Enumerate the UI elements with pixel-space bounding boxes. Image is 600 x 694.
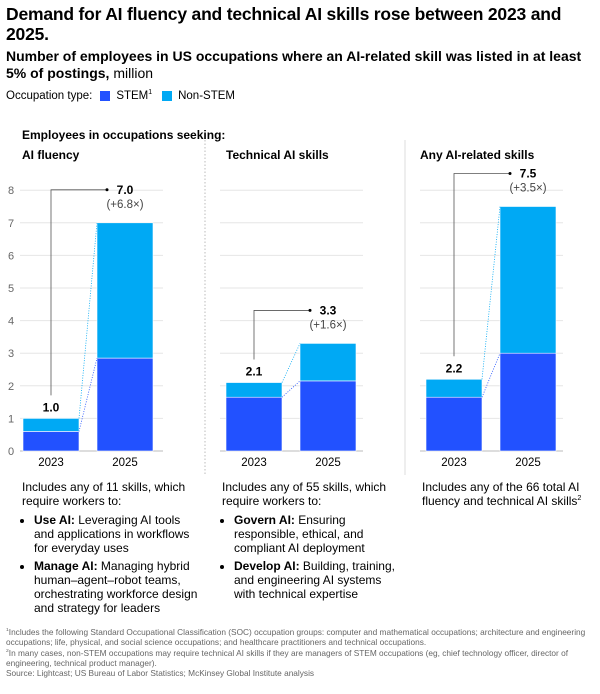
desc-item-text: Building, training, and engineering AI s… xyxy=(234,559,395,601)
footnote-1: 1Includes the following Standard Occupat… xyxy=(6,627,594,648)
desc-sup: 2 xyxy=(577,493,582,502)
footnote-sup: 2 xyxy=(6,647,9,654)
bar-stem-2023 xyxy=(425,396,483,452)
desc-intro: Includes any of 11 skills, which require… xyxy=(22,480,186,508)
y-tick-label: 6 xyxy=(8,250,14,262)
chart-subtitle: Number of employees in US occupations wh… xyxy=(6,48,594,82)
chart-svg: 0 1 2 3 4 5 6 7 8 2023 2025 1.0 7.0 (+6.8×) 2023 2025 2.… xyxy=(8,140,563,475)
bar-non-stem-2025 xyxy=(499,206,557,354)
bar-stem-2025 xyxy=(96,357,154,452)
y-tick-label: 0 xyxy=(8,446,14,458)
seeking-label: Employees in occupations seeking: xyxy=(22,128,226,142)
panel-title-any: Any AI-related skills xyxy=(420,148,535,162)
total-label-2025: 3.3 xyxy=(320,303,337,317)
x-tick-label: 2025 xyxy=(315,457,341,469)
y-tick-label: 1 xyxy=(8,413,14,425)
connector-line xyxy=(281,380,301,398)
footnote-text: In many cases, non-STEM occupations may … xyxy=(6,647,568,668)
desc-item-bold: Use AI: xyxy=(34,513,75,527)
legend-label: Occupation type: xyxy=(6,90,93,102)
connector-line xyxy=(78,222,98,419)
x-tick-label: 2023 xyxy=(38,457,64,469)
bar-non-stem-2025 xyxy=(96,222,154,359)
y-tick-label: 3 xyxy=(8,348,14,360)
desc-item: Manage AI: Managing hybrid human–agent–r… xyxy=(34,559,200,615)
legend-stem-label: STEM xyxy=(116,90,149,102)
total-label-2023: 2.1 xyxy=(246,365,263,379)
legend-non-stem-label: Non-STEM xyxy=(178,90,235,102)
y-tick-label: 2 xyxy=(8,381,14,393)
subtitle-text: Number of employees in US occupations wh… xyxy=(6,48,582,81)
bar-stem-2025 xyxy=(499,352,557,452)
legend-swatch-stem xyxy=(100,91,111,101)
growth-arrow xyxy=(253,310,310,360)
bar-non-stem-2025 xyxy=(299,343,357,382)
unit-label: million xyxy=(113,65,154,81)
desc-item-text: Managing hybrid human–agent–robot teams,… xyxy=(34,559,198,615)
legend-item-stem: STEM1 xyxy=(116,89,152,103)
growth-multiple-label: (+1.6×) xyxy=(309,319,346,331)
growth-arrow xyxy=(50,189,107,396)
x-tick-label: 2023 xyxy=(241,457,267,469)
desc-item-bold: Manage AI: xyxy=(34,559,98,573)
desc-intro: Includes any of 55 skills, which require… xyxy=(222,480,387,508)
footnotes: 1Includes the following Standard Occupat… xyxy=(6,627,594,678)
growth-multiple-label: (+6.8×) xyxy=(106,199,143,211)
growth-multiple-label: (+3.5×) xyxy=(509,183,546,195)
footnote-2: 2In many cases, non-STEM occupations may… xyxy=(6,648,594,669)
connector-line xyxy=(78,357,98,432)
legend: Occupation type: STEM1 Non-STEM xyxy=(6,89,594,103)
desc-item: Govern AI: Ensuring responsible, ethical… xyxy=(234,513,397,555)
bar-non-stem-2023 xyxy=(225,382,283,398)
source-note: Source: Lightcast; US Bureau of Labor St… xyxy=(6,668,315,679)
desc-intro: Includes any of the 66 total AI fluency … xyxy=(422,480,580,508)
connector-line xyxy=(481,353,501,398)
total-label-2025: 7.5 xyxy=(520,167,537,181)
description-any: Includes any of the 66 total AI fluency … xyxy=(422,480,592,508)
y-tick-label: 8 xyxy=(8,185,14,197)
desc-item-bold: Govern AI: xyxy=(234,513,295,527)
description-technical: Includes any of 55 skills, which require… xyxy=(222,480,397,605)
arrow-head-icon xyxy=(105,188,109,192)
bar-stem-2025 xyxy=(299,380,357,452)
total-label-2023: 1.0 xyxy=(43,400,60,414)
bar-non-stem-2023 xyxy=(425,378,483,398)
x-tick-label: 2023 xyxy=(441,457,467,469)
desc-item-bold: Develop AI: xyxy=(234,559,300,573)
bar-non-stem-2023 xyxy=(22,418,80,432)
growth-arrow xyxy=(453,173,510,357)
connector-line xyxy=(281,343,301,383)
desc-item-text: Leveraging AI tools and applications in … xyxy=(34,513,190,555)
y-tick-label: 4 xyxy=(8,316,14,328)
footnote-text: Includes the following Standard Occupati… xyxy=(6,627,586,648)
x-tick-label: 2025 xyxy=(515,457,541,469)
y-tick-label: 7 xyxy=(8,218,14,230)
panel-title-ai-fluency: AI fluency xyxy=(22,148,80,162)
x-tick-label: 2025 xyxy=(112,457,138,469)
footnote-sup: 1 xyxy=(6,627,9,634)
description-ai-fluency: Includes any of 11 skills, which require… xyxy=(22,480,200,619)
y-tick-label: 5 xyxy=(8,283,14,295)
bar-stem-2023 xyxy=(22,431,80,452)
legend-swatch-non-stem xyxy=(162,91,173,101)
legend-stem-sup: 1 xyxy=(148,89,153,97)
desc-item: Use AI: Leveraging AI tools and applicat… xyxy=(34,513,200,555)
arrow-head-icon xyxy=(308,308,312,312)
desc-item-text: Ensuring responsible, ethical, and compl… xyxy=(234,513,365,555)
total-label-2023: 2.2 xyxy=(446,361,463,375)
total-label-2025: 7.0 xyxy=(117,183,134,197)
desc-item: Develop AI: Building, training, and engi… xyxy=(234,559,397,601)
arrow-head-icon xyxy=(508,172,512,175)
chart-title: Demand for AI fluency and technical AI s… xyxy=(6,4,562,44)
panel-title-technical: Technical AI skills xyxy=(226,148,329,162)
bar-stem-2023 xyxy=(225,396,283,452)
chart-header: Demand for AI fluency and technical AI s… xyxy=(6,4,594,103)
